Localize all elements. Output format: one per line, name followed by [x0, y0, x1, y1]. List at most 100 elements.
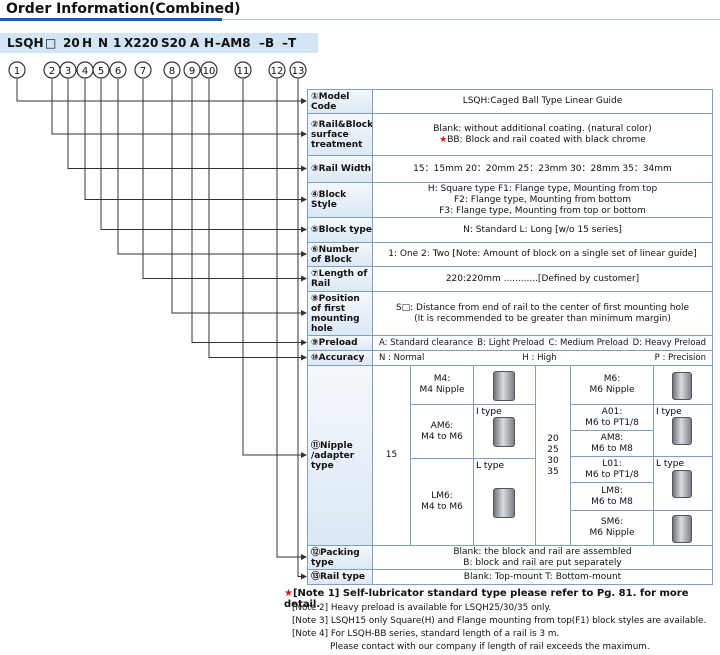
- nipple-icon: [493, 417, 515, 447]
- nipple-desc: M6 to M8: [591, 443, 633, 454]
- row-label: ⑤Block type: [307, 217, 373, 243]
- nipple-code: A01:: [601, 406, 623, 417]
- nipple-name: M6: M6 Nipple: [570, 365, 654, 405]
- nipple-icon: [672, 470, 692, 498]
- content-line: 1: One 2: Two [Note: Amount of block on …: [388, 249, 697, 259]
- size-large: 20 25 30 35: [535, 365, 571, 546]
- nipple-desc: M4 Nipple: [419, 385, 465, 395]
- leader-arrow: [301, 251, 307, 257]
- nipple-desc: M6 Nipple: [589, 385, 635, 395]
- nipple-desc: M4 to M6: [421, 431, 463, 442]
- content-line: F3: Flange type, Mounting from top or bo…: [439, 205, 646, 216]
- leader-arrow: [301, 554, 307, 560]
- nipple-code: M4:: [433, 374, 451, 384]
- nipple-code: LM8:: [601, 485, 623, 496]
- leader-line: [297, 79, 306, 577]
- nipple-type: L type: [656, 459, 684, 469]
- note-line: [Note 3] LSQH15 only Square(H) and Flang…: [292, 616, 707, 626]
- content-item: C: Medium Preload: [548, 337, 629, 348]
- code-token: –T: [282, 36, 297, 50]
- nipple-name: M4: M4 Nipple: [410, 365, 474, 405]
- nipple-code: L01:: [602, 458, 622, 469]
- code-token: H: [82, 36, 93, 50]
- nipple-icon: [493, 487, 515, 518]
- content-item: P : Precision: [654, 352, 706, 363]
- row-label: ②Rail&Block surface treatment: [307, 113, 373, 156]
- nipple-type: L type: [476, 461, 504, 471]
- position-number: 2: [49, 66, 55, 77]
- position-number: 8: [169, 66, 175, 77]
- row-content: Blank: without additional coating. (natu…: [372, 113, 713, 156]
- row-content: A: Standard clearance B: Light Preload C: …: [372, 335, 713, 351]
- nipple-desc: M6 to PT1/8: [585, 417, 639, 428]
- leader-arrow: [301, 573, 307, 580]
- size-value: 35: [547, 466, 559, 477]
- leader-arrow: [301, 226, 307, 233]
- row-label: ⑬Rail type: [307, 569, 373, 585]
- size-value: 25: [547, 444, 559, 455]
- content-item: N : Normal: [379, 352, 425, 363]
- leader-arrow: [301, 165, 307, 172]
- position-circle: [134, 61, 152, 79]
- position-number: 6: [115, 66, 121, 77]
- leader-arrow: [301, 310, 307, 316]
- position-circle: [183, 61, 201, 79]
- content-line: Blank: without additional coating. (natu…: [433, 123, 652, 134]
- leader-arrow: [301, 98, 307, 104]
- nipple-code: AM8:: [600, 432, 624, 443]
- leader-arrow: [301, 275, 307, 282]
- content-line: S□: Distance from end of rail to the cen…: [395, 302, 690, 313]
- code-token: X220: [124, 36, 159, 50]
- nipple-code: LM6:: [431, 491, 453, 501]
- position-number: 12: [271, 66, 284, 77]
- row-content: 1: One 2: Two [Note: Amount of block on …: [372, 242, 713, 267]
- position-number: 5: [98, 66, 104, 77]
- row-label: ④Block Style: [307, 182, 373, 218]
- title-rule: [222, 19, 720, 20]
- nipple-type: I type: [656, 407, 682, 417]
- nipple-desc: M6 Nipple: [589, 528, 635, 538]
- content-line: B: block and rail are put separately: [463, 557, 622, 568]
- content-item: H : High: [522, 352, 557, 363]
- row-label: ⑫Packing type: [307, 545, 373, 570]
- code-token: S20: [161, 36, 187, 50]
- nipple-name: AM8: M6 to M8: [570, 430, 654, 457]
- star-mark: ★: [284, 588, 293, 599]
- position-number: 4: [82, 66, 88, 77]
- nipple-icon: [672, 371, 692, 400]
- position-number: 13: [292, 66, 305, 77]
- row-content: LSQH:Caged Ball Type Linear Guide: [372, 89, 713, 114]
- row-content: 15：15mm 20：20mm 25：23mm 30：28mm 35：34mm: [372, 155, 713, 183]
- row-label: ⑦Length of Rail: [307, 266, 373, 292]
- leader-arrow: [301, 339, 307, 346]
- content-item: D: Heavy Preload: [632, 337, 706, 348]
- nipple-type: I type: [476, 407, 502, 417]
- content-line: N: Standard L: Long [w/o 15 series]: [463, 224, 622, 235]
- note-line: Please contact with our company if lengt…: [330, 642, 650, 652]
- row-label: ⑥Number of Block: [307, 242, 373, 267]
- position-circle: [59, 61, 77, 79]
- code-token: H: [204, 36, 215, 50]
- leader-line: [191, 79, 306, 343]
- note-text: [Note 1] Self-lubricator standard type p…: [284, 588, 689, 610]
- size-small: 15: [372, 365, 411, 546]
- position-circle: [289, 61, 307, 79]
- note-line: [Note 4] For LSQH-BB series, standard le…: [292, 629, 560, 639]
- position-circle: [200, 61, 218, 79]
- row-content: N : Normal H : High P : Precision: [372, 350, 713, 366]
- row-content: N: Standard L: Long [w/o 15 series]: [372, 217, 713, 243]
- content-line: H: Square type F1: Flange type, Mounting…: [427, 183, 658, 194]
- row-content: 220:220mm ............[Defined by custom…: [372, 266, 713, 292]
- row-content: S□: Distance from end of rail to the cen…: [372, 291, 713, 336]
- nipple-icon: [672, 514, 692, 543]
- content-line: LSQH:Caged Ball Type Linear Guide: [462, 96, 623, 106]
- position-number: 7: [140, 66, 146, 77]
- nipple-code: M6:: [603, 374, 621, 384]
- code-token: LSQH: [7, 36, 44, 50]
- leader-line: [51, 79, 306, 135]
- row-label: ③Rail Width: [307, 155, 373, 183]
- position-number: 11: [237, 66, 250, 77]
- position-circle: [109, 61, 127, 79]
- leader-line: [117, 79, 306, 255]
- position-circle: [163, 61, 181, 79]
